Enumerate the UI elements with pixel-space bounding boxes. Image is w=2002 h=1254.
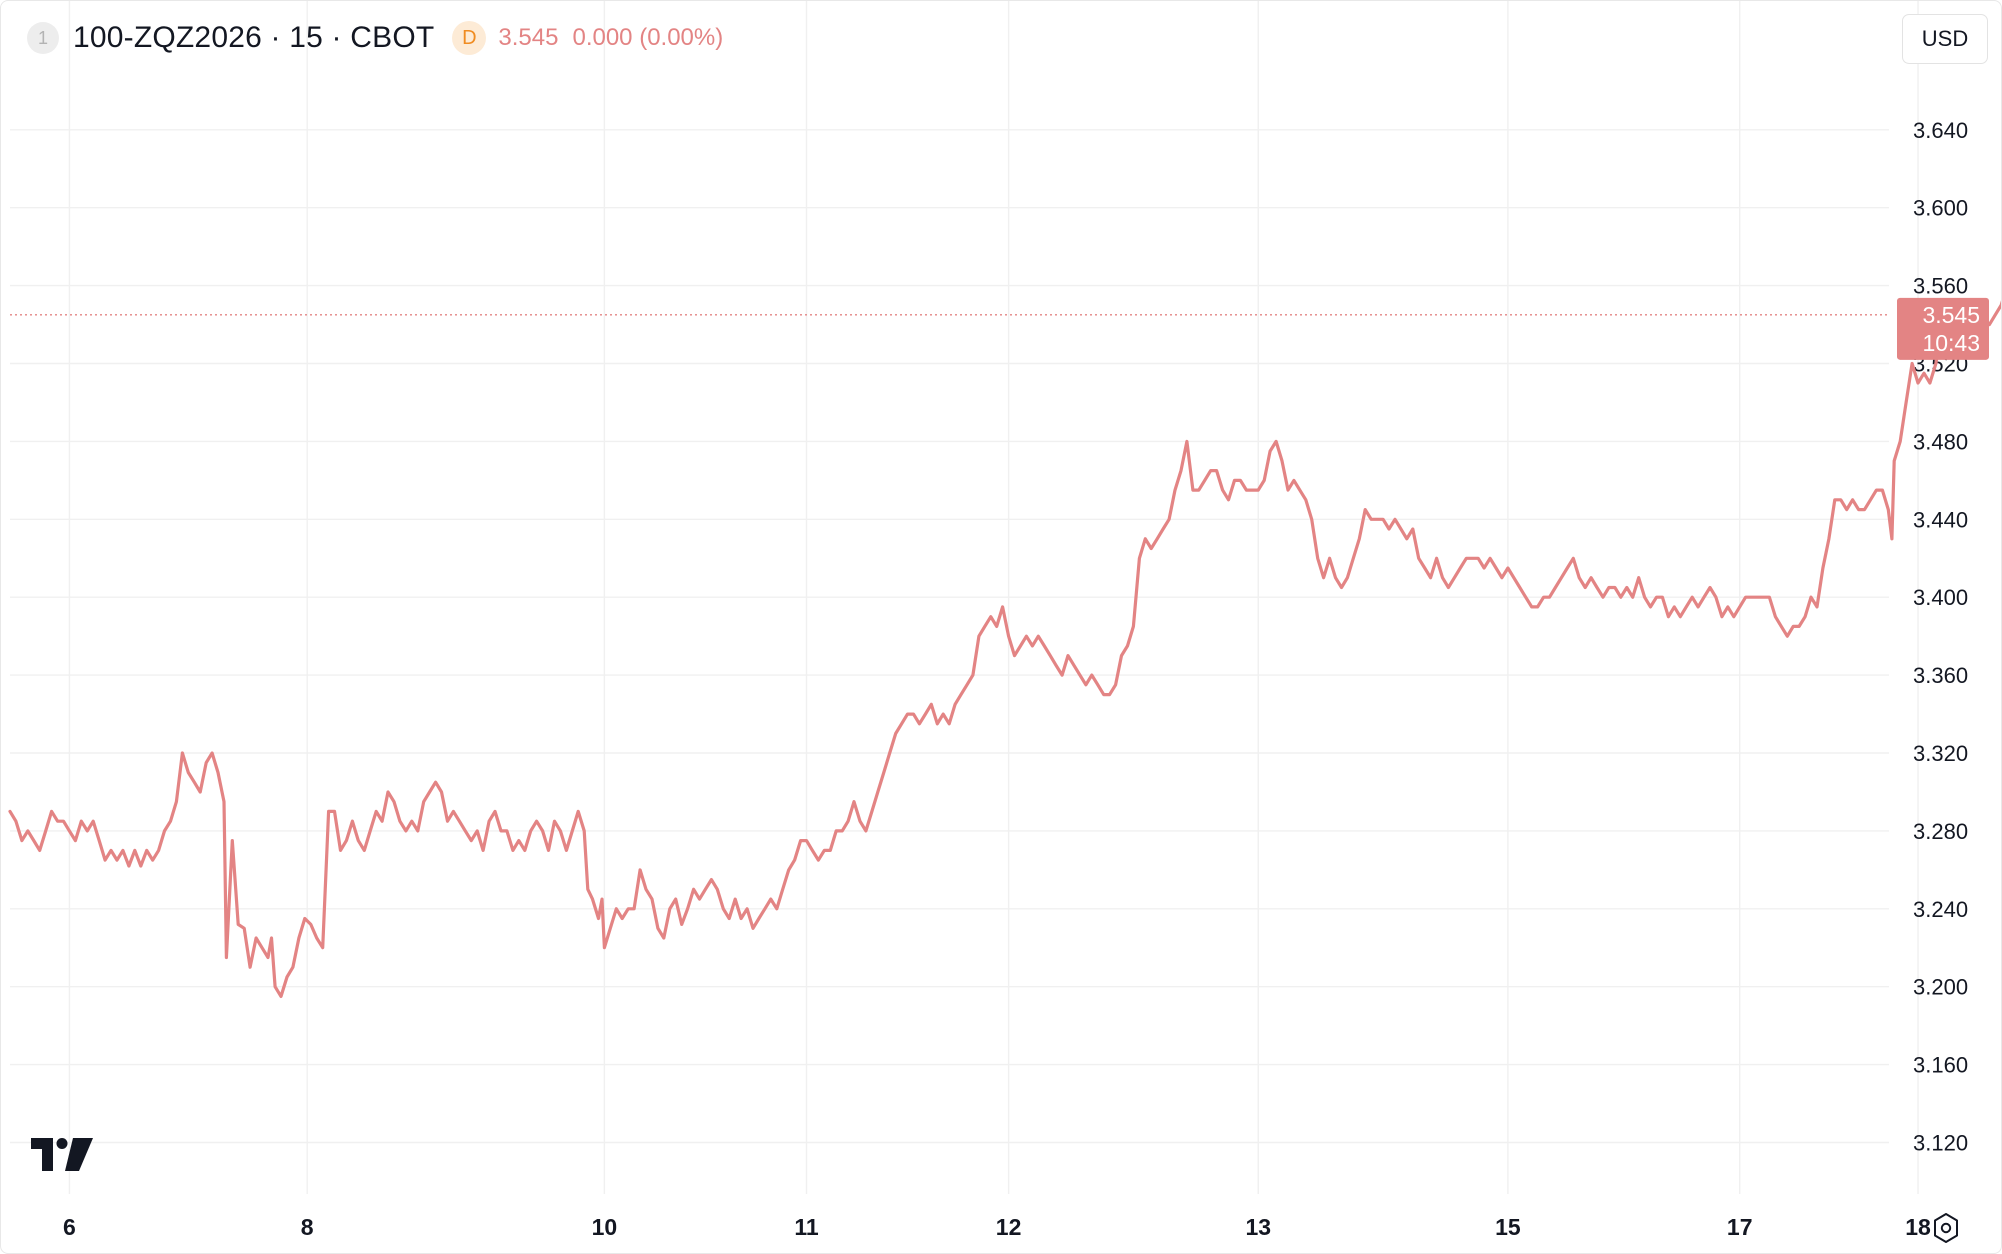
x-tick-label: 8 [301,1214,314,1240]
last-price-label: 3.545 10:43 [1897,297,1989,360]
x-tick-label: 12 [996,1214,1022,1240]
x-tick-label: 18 [1905,1214,1931,1240]
y-tick-label: 3.120 [1913,1131,1968,1156]
legend-symbol[interactable]: 100-ZQZ2026 · 15 · CBOT [73,21,435,54]
x-tick-label: 15 [1495,1214,1521,1240]
price-series-line [8,300,2001,998]
x-tick-label: 6 [63,1214,76,1240]
y-tick-label: 3.200 [1913,975,1968,1000]
x-axis-labels: 681011121315171819 [63,1214,1931,1240]
x-tick-label: 17 [1727,1214,1753,1240]
legend: 1 100-ZQZ2026 · 15 · CBOT D 3.545 0.000 … [27,19,723,57]
y-tick-label: 3.560 [1913,274,1968,299]
y-tick-label: 3.240 [1913,897,1968,922]
tradingview-logo-icon[interactable] [31,1138,93,1171]
y-tick-label: 3.320 [1913,741,1968,766]
last-price-label-background [1897,297,1989,360]
y-tick-label: 3.440 [1913,507,1968,532]
y-tick-label: 3.480 [1913,429,1968,454]
y-tick-label: 3.640 [1913,118,1968,143]
last-price-label-countdown: 10:43 [1922,330,1980,356]
legend-last-price: 3.545 [498,24,559,51]
last-price-label-value: 3.545 [1922,302,1980,328]
x-tick-label: 10 [592,1214,618,1240]
settings-gear-icon[interactable] [1929,1211,1963,1245]
exchange-delay-badge[interactable]: D [452,21,487,55]
y-tick-label: 3.600 [1913,196,1968,221]
currency-button[interactable]: USD [1902,14,1988,64]
x-tick-label: 13 [1245,1214,1271,1240]
y-axis-labels: 3.6403.6003.5603.5203.4803.4403.4003.360… [1913,118,1968,1156]
y-tick-label: 3.160 [1913,1053,1968,1078]
legend-change: 0.000 (0.00%) [572,24,724,51]
y-tick-label: 3.400 [1913,585,1968,610]
legend-index-badge: 1 [27,22,59,54]
x-tick-label: 11 [794,1214,819,1240]
y-tick-label: 3.280 [1913,819,1968,844]
y-tick-label: 3.360 [1913,663,1968,688]
